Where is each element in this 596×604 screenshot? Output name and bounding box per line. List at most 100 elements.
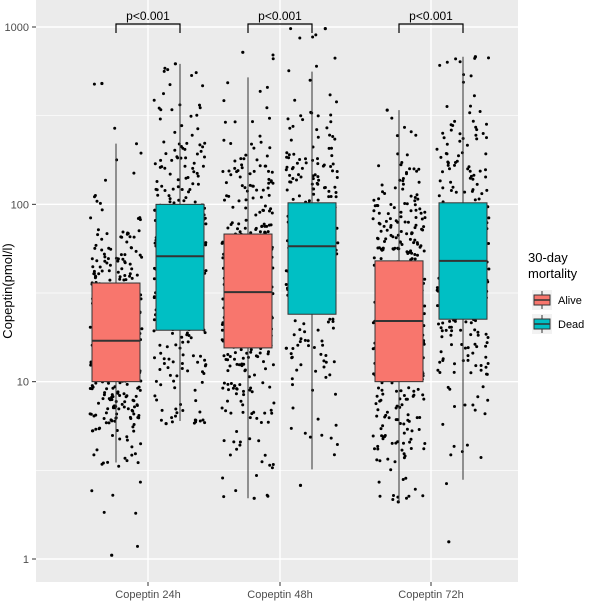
data-point [158, 368, 162, 371]
data-point [92, 272, 96, 276]
data-point [222, 138, 226, 142]
boxplot-dead-2 [287, 71, 337, 470]
data-point [376, 237, 380, 241]
data-point [291, 197, 295, 201]
data-point [291, 124, 295, 128]
data-point [322, 365, 326, 369]
data-point [315, 64, 318, 68]
data-point [221, 476, 225, 480]
data-point [411, 394, 415, 398]
data-point [195, 113, 199, 117]
data-point [315, 128, 319, 132]
data-point [477, 197, 481, 201]
data-point [413, 196, 417, 199]
data-point [102, 252, 106, 256]
data-point [137, 414, 141, 417]
data-point [474, 364, 478, 368]
data-point [287, 153, 291, 157]
data-point [312, 187, 316, 191]
data-point [395, 404, 399, 408]
significance-bracket: p<0.001 [247, 9, 313, 33]
data-point [107, 397, 111, 401]
data-point [172, 201, 176, 205]
data-point [407, 250, 411, 254]
data-point [248, 183, 252, 187]
data-point [293, 319, 297, 323]
data-point [194, 399, 198, 403]
data-point [406, 413, 410, 417]
data-point [174, 407, 178, 411]
data-point [241, 410, 245, 414]
data-point [423, 304, 427, 308]
data-point [440, 335, 444, 339]
data-point [473, 328, 477, 332]
data-point [185, 331, 189, 335]
data-point [249, 231, 253, 235]
data-point [377, 211, 381, 215]
data-point [120, 402, 124, 406]
data-point [439, 155, 443, 159]
data-point [181, 146, 185, 150]
data-point [138, 480, 142, 484]
data-point [198, 410, 202, 414]
data-point [184, 176, 188, 180]
data-point [331, 320, 335, 323]
data-point [422, 447, 426, 451]
data-point [415, 416, 419, 420]
data-point [105, 387, 109, 391]
bracket-line [115, 23, 181, 33]
grid-major [36, 0, 518, 582]
data-point [454, 190, 458, 194]
data-point [334, 195, 338, 199]
data-point [233, 166, 237, 170]
data-point [260, 224, 264, 228]
data-point [486, 336, 490, 339]
data-point [288, 126, 292, 130]
data-point [260, 460, 264, 464]
data-point [440, 329, 444, 333]
data-point [229, 173, 233, 177]
data-point [167, 194, 171, 198]
data-point [448, 319, 452, 323]
data-point [168, 373, 172, 377]
data-point [374, 402, 378, 406]
data-point [306, 339, 310, 343]
data-point [198, 103, 201, 107]
data-point [290, 377, 294, 381]
data-point [371, 434, 375, 438]
data-point [118, 275, 122, 279]
data-point [452, 444, 456, 448]
data-point [391, 498, 395, 501]
data-point [441, 422, 445, 426]
data-point [187, 190, 190, 194]
data-point [408, 167, 412, 171]
data-point [138, 253, 142, 257]
data-point [408, 440, 412, 444]
data-point [295, 161, 299, 165]
data-point [106, 257, 110, 261]
data-point [299, 114, 303, 118]
y-tick-label: 100 [11, 199, 29, 211]
data-point [421, 494, 425, 498]
data-point [271, 57, 275, 61]
p-value-label: p<0.001 [126, 9, 170, 23]
data-point [269, 207, 273, 211]
data-point [449, 453, 453, 457]
data-point [321, 343, 325, 347]
data-point [125, 438, 129, 442]
data-point [109, 247, 113, 251]
data-point [394, 236, 398, 240]
data-point [481, 132, 485, 135]
data-point [469, 321, 473, 325]
data-point [444, 152, 448, 155]
data-point [204, 243, 208, 247]
data-point [95, 448, 99, 452]
data-point [119, 253, 123, 257]
data-point [445, 105, 449, 108]
data-point [152, 98, 156, 102]
data-point [308, 78, 312, 82]
data-point [408, 237, 412, 241]
data-point [320, 339, 324, 343]
significance-bracket: p<0.001 [398, 9, 464, 33]
data-point [322, 163, 326, 167]
